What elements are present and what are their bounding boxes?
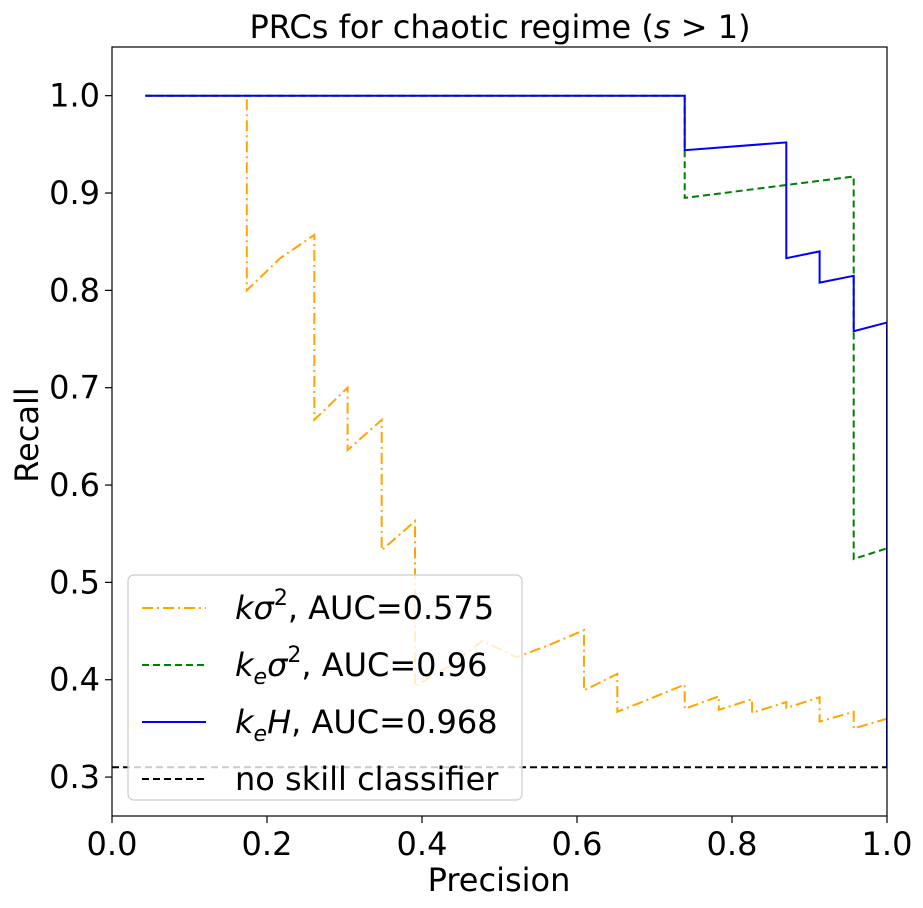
x-tick-label: 0.8 xyxy=(707,825,758,863)
y-tick-label: 1.0 xyxy=(49,77,100,115)
y-axis-label: Recall xyxy=(8,387,46,482)
legend: kσ2, AUC=0.575 keσ2, AUC=0.96 keH, AUC=0.9… xyxy=(127,574,523,801)
series-line-2 xyxy=(145,94,887,768)
y-tick-label: 0.7 xyxy=(49,369,100,407)
y-axis: 0.3 0.4 0.5 0.6 0.7 0.8 0.9 1.0 xyxy=(49,77,112,796)
y-tick-label: 0.5 xyxy=(49,563,100,601)
x-axis-label: Precision xyxy=(428,861,571,899)
x-tick-label: 0.4 xyxy=(397,825,448,863)
y-tick-label: 0.4 xyxy=(49,661,100,699)
y-tick-label: 0.3 xyxy=(49,758,100,796)
legend-label: no skill classifier xyxy=(235,760,499,798)
plot-frame xyxy=(111,46,888,817)
y-tick-label: 0.6 xyxy=(49,466,100,504)
legend-box xyxy=(127,574,523,801)
x-axis: 0.0 0.2 0.4 0.6 0.8 1.0 xyxy=(87,816,913,863)
legend-label: keσ2, AUC=0.96 xyxy=(235,643,487,690)
x-tick-label: 0.6 xyxy=(552,825,603,863)
y-tick-label: 0.8 xyxy=(49,271,100,309)
legend-label: keH, AUC=0.968 xyxy=(235,703,498,747)
chart-title: PRCs for chaotic regime (s > 1) xyxy=(249,8,750,46)
y-tick-label: 0.9 xyxy=(49,174,100,212)
legend-label: kσ2, AUC=0.575 xyxy=(235,586,494,627)
x-tick-label: 0.0 xyxy=(87,825,138,863)
x-tick-label: 1.0 xyxy=(862,825,913,863)
x-tick-label: 0.2 xyxy=(242,825,293,863)
series-line-0 xyxy=(145,94,887,768)
